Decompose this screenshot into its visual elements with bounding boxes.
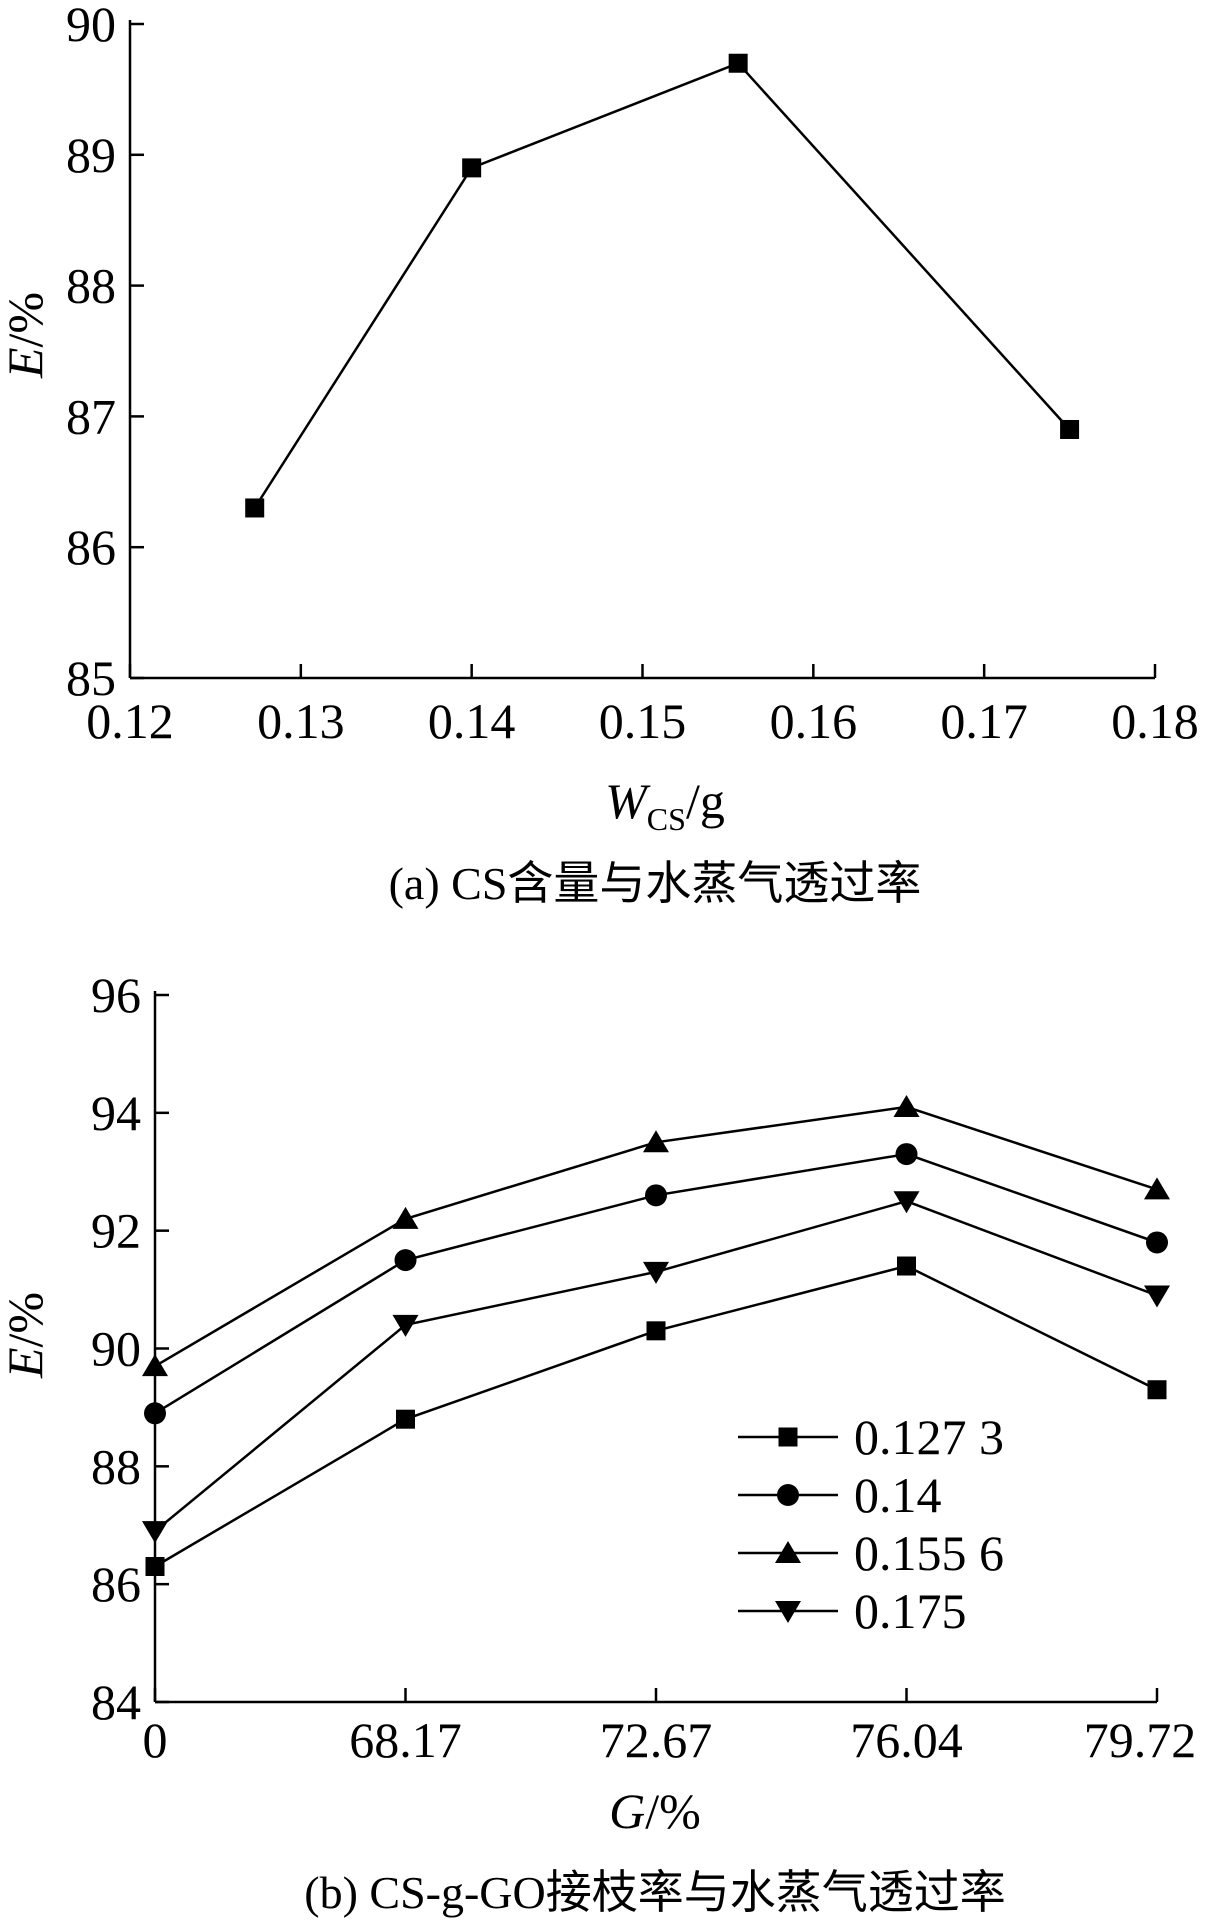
data-point — [1146, 1231, 1168, 1254]
y-tick-label: 87 — [66, 388, 116, 444]
data-point — [396, 1409, 415, 1429]
y-tick-label: 92 — [91, 1203, 141, 1259]
data-point — [893, 1191, 920, 1214]
data-point — [643, 1261, 669, 1284]
x-tick-label: 76.04 — [850, 1712, 963, 1768]
chart-b-x-axis-label: G/% — [609, 1783, 701, 1839]
legend-marker — [778, 1427, 798, 1447]
legend-label: 0.127 3 — [854, 1409, 1004, 1465]
series-line — [154, 1199, 1158, 1533]
chart-b-tick-labels: 84 86 88 90 92 94 96 0 68.17 72.67 76.04 79.72 — [91, 967, 1196, 1768]
data-point — [1144, 1177, 1170, 1200]
data-point — [142, 1521, 168, 1544]
data-point — [394, 1249, 417, 1272]
series-line — [154, 1264, 1158, 1568]
chart-b: 84 86 88 90 92 94 96 0 68.17 72.67 76.04 79.72 0.12… — [0, 967, 1196, 1918]
x-tick-label: 0.14 — [428, 693, 516, 749]
chart-a-caption: (a) CS含量与水蒸气透过率 — [389, 858, 922, 909]
x-tick-label: 0.15 — [599, 693, 687, 749]
data-point — [142, 1354, 168, 1377]
legend-label: 0.14 — [854, 1467, 942, 1523]
data-point — [728, 53, 748, 73]
data-point — [392, 1206, 419, 1229]
data-point — [646, 1321, 666, 1341]
y-tick-label: 85 — [66, 650, 116, 706]
y-tick-label: 90 — [66, 0, 116, 52]
data-point — [645, 1184, 667, 1207]
legend-label: 0.155 6 — [854, 1525, 1004, 1581]
data-point — [462, 158, 482, 178]
x-tick-label: 72.67 — [600, 1712, 713, 1768]
x-tick-label: 0.13 — [257, 693, 345, 749]
chart-a-tick-labels: 85 86 87 88 89 90 0.12 0.13 0.14 0.15 0.16 0.17 0.18 — [66, 0, 1199, 749]
series-line — [253, 61, 1071, 509]
y-tick-label: 89 — [66, 127, 116, 183]
x-tick-label: 79.72 — [1084, 1712, 1197, 1768]
data-point — [1144, 1285, 1170, 1308]
chart-b-axes — [153, 991, 1159, 1704]
data-point — [392, 1314, 419, 1337]
y-tick-label: 94 — [91, 1085, 141, 1141]
legend-marker — [775, 1541, 801, 1563]
chart-a-axes — [128, 20, 1157, 680]
x-tick-label: 0.18 — [1111, 693, 1199, 749]
chart-b-y-axis-label: E/% — [0, 1292, 53, 1379]
chart-b-caption: (b) CS-g-GO接枝率与水蒸气透过率 — [304, 1867, 1005, 1918]
y-tick-label: 86 — [66, 519, 116, 575]
chart-a-x-axis-label: WCS/g — [605, 773, 725, 837]
data-point — [1147, 1380, 1167, 1400]
data-point — [893, 1094, 920, 1117]
x-tick-label: 68.17 — [349, 1712, 462, 1768]
data-point — [897, 1256, 916, 1276]
data-point — [144, 1402, 166, 1425]
data-point — [145, 1556, 165, 1576]
chart-a-y-axis-label: E/% — [0, 292, 53, 379]
x-tick-label: 0.16 — [770, 693, 858, 749]
y-tick-label: 88 — [91, 1438, 141, 1494]
legend-label: 0.175 — [854, 1583, 967, 1639]
chart-b-legend: 0.127 30.140.155 60.175 — [738, 1409, 1004, 1639]
x-tick-label: 0.12 — [86, 693, 174, 749]
data-point — [1060, 419, 1080, 439]
x-tick-label: 0 — [143, 1712, 168, 1768]
legend-marker — [777, 1484, 799, 1506]
chart-a: 85 86 87 88 89 90 0.12 0.13 0.14 0.15 0.16 0.17 0.18… — [0, 0, 1199, 909]
data-point — [643, 1130, 669, 1153]
data-point — [895, 1143, 918, 1166]
y-tick-label: 96 — [91, 967, 141, 1023]
y-tick-label: 88 — [66, 258, 116, 314]
chart-a-series — [245, 53, 1080, 518]
y-tick-label: 90 — [91, 1321, 141, 1377]
chart-b-series — [142, 1094, 1170, 1576]
y-tick-label: 84 — [91, 1674, 141, 1730]
data-point — [245, 498, 265, 518]
y-tick-label: 86 — [91, 1556, 141, 1612]
legend-marker — [775, 1601, 801, 1623]
x-tick-label: 0.17 — [940, 693, 1028, 749]
